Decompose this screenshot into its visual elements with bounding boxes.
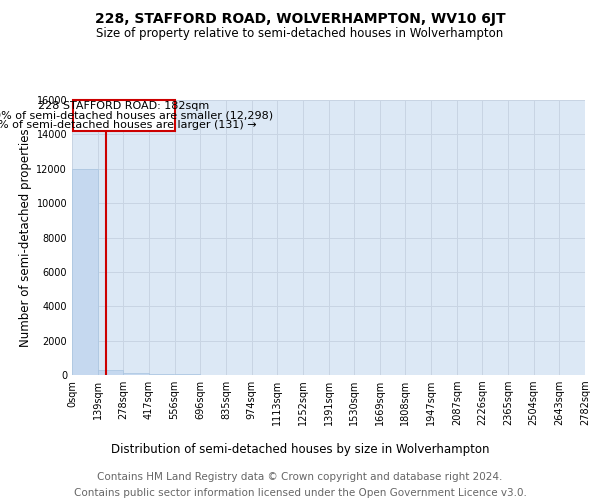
Text: Distribution of semi-detached houses by size in Wolverhampton: Distribution of semi-detached houses by … xyxy=(111,442,489,456)
Text: ← 99% of semi-detached houses are smaller (12,298): ← 99% of semi-detached houses are smalle… xyxy=(0,110,274,120)
Text: Contains public sector information licensed under the Open Government Licence v3: Contains public sector information licen… xyxy=(74,488,526,498)
Y-axis label: Number of semi-detached properties: Number of semi-detached properties xyxy=(19,128,32,347)
Text: Size of property relative to semi-detached houses in Wolverhampton: Size of property relative to semi-detach… xyxy=(97,28,503,40)
Text: 228 STAFFORD ROAD: 182sqm: 228 STAFFORD ROAD: 182sqm xyxy=(38,101,209,111)
Bar xyxy=(124,373,149,375)
Text: 1% of semi-detached houses are larger (131) →: 1% of semi-detached houses are larger (1… xyxy=(0,120,257,130)
Bar xyxy=(149,374,175,375)
Bar xyxy=(175,374,200,375)
Text: 228, STAFFORD ROAD, WOLVERHAMPTON, WV10 6JT: 228, STAFFORD ROAD, WOLVERHAMPTON, WV10 … xyxy=(95,12,505,26)
Text: Contains HM Land Registry data © Crown copyright and database right 2024.: Contains HM Land Registry data © Crown c… xyxy=(97,472,503,482)
Bar xyxy=(73,100,175,131)
Bar xyxy=(98,370,123,375)
Bar xyxy=(72,169,98,375)
